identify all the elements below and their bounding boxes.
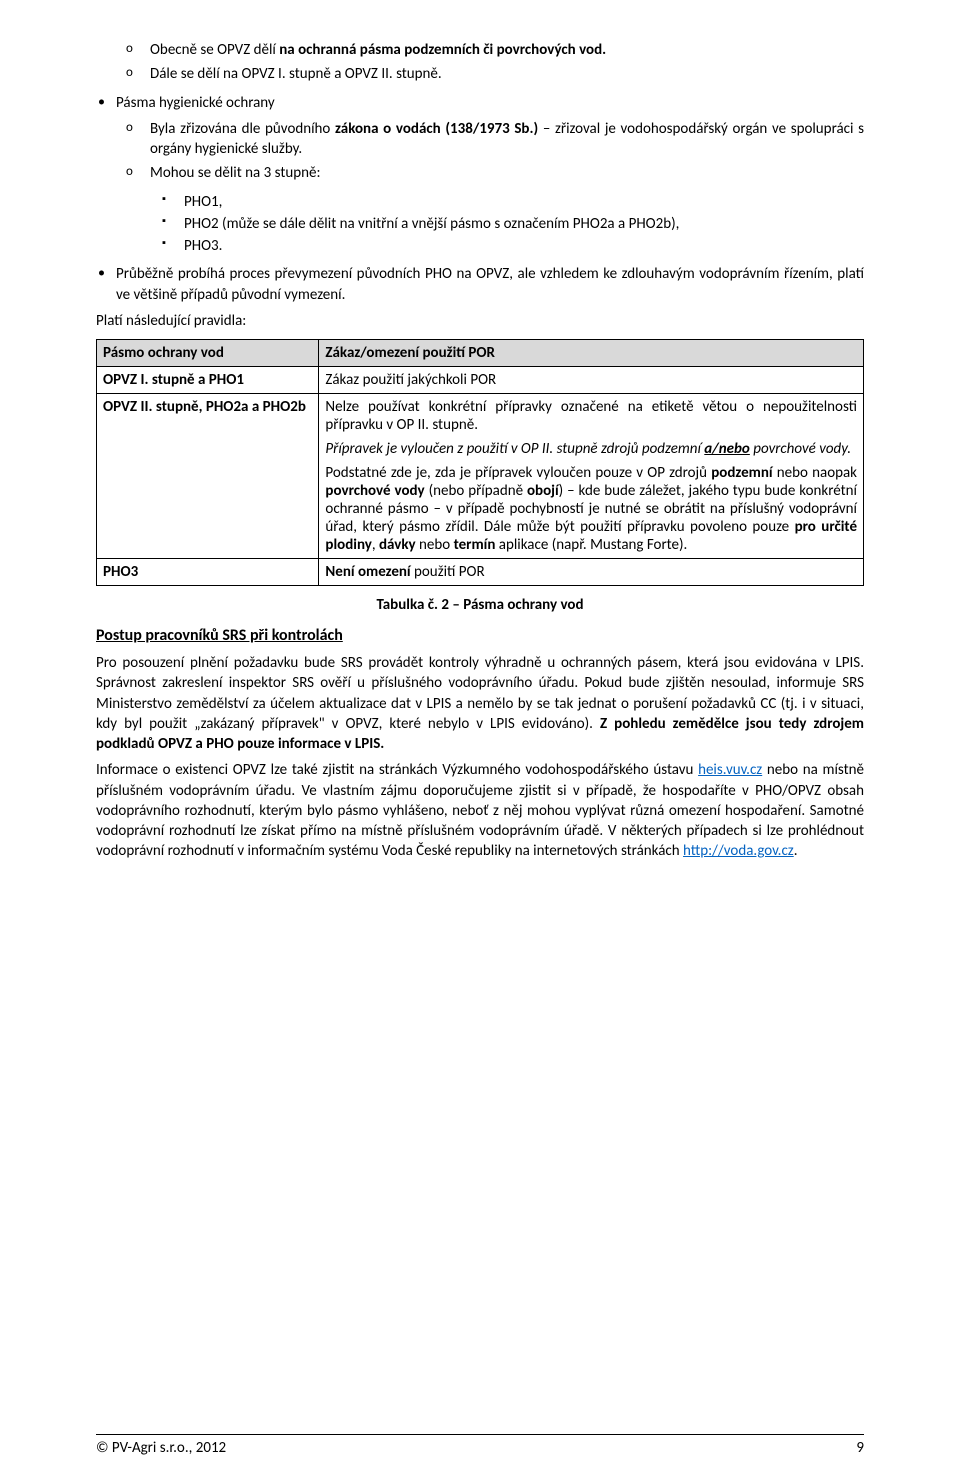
pasma-after: Průběžně probíhá proces převymezení půvo… — [96, 264, 864, 305]
intro-o2: Dále se dělí na OPVZ I. stupně a OPVZ II… — [96, 64, 864, 84]
pasma-o1: Byla zřizována dle původního zákona o vo… — [96, 119, 864, 160]
body-para-1: Informace o existenci OPVZ lze také zjis… — [96, 760, 864, 861]
rules-table: Pásmo ochrany vod Zákaz/omezení použití … — [96, 339, 864, 586]
intro-open-bullets: Obecně se OPVZ dělí na ochranná pásma po… — [96, 40, 864, 85]
table-caption: Tabulka č. 2 – Pásma ochrany vod — [96, 596, 864, 614]
pasma-after-bullet: Průběžně probíhá proces převymezení půvo… — [96, 264, 864, 305]
table-body: OPVZ I. stupně a PHO1 Zákaz použití jaký… — [97, 367, 864, 586]
intro-o1: Obecně se OPVZ dělí na ochranná pásma po… — [96, 40, 864, 60]
sq2: PHO2 (může se dále dělit na vnitřní a vn… — [96, 214, 864, 234]
rules-intro: Platí následující pravidla: — [96, 311, 864, 331]
pasma-square-bullets: PHO1, PHO2 (může se dále dělit na vnitřn… — [96, 192, 864, 257]
pasma-heading-bullet: Pásma hygienické ochrany — [96, 93, 864, 113]
sq1: PHO1, — [96, 192, 864, 212]
cell-left-1: OPVZ II. stupně, PHO2a a PHO2b — [97, 394, 319, 559]
pasma-heading: Pásma hygienické ochrany — [96, 93, 864, 113]
table-row: OPVZ I. stupně a PHO1 Zákaz použití jaký… — [97, 367, 864, 394]
cell-right-2: Není omezení použití POR — [319, 559, 864, 586]
table-header-row: Pásmo ochrany vod Zákaz/omezení použití … — [97, 340, 864, 367]
link-heis[interactable]: heis.vuv.cz — [698, 761, 762, 779]
footer-right: 9 — [856, 1439, 864, 1457]
cell-right-0: Zákaz použití jakýchkoli POR — [319, 367, 864, 394]
sq3: PHO3. — [96, 236, 864, 256]
pasma-open-bullets: Byla zřizována dle původního zákona o vo… — [96, 119, 864, 184]
cell-left-0: OPVZ I. stupně a PHO1 — [97, 367, 319, 394]
col-header-left: Pásmo ochrany vod — [97, 340, 319, 367]
section-title: Postup pracovníků SRS při kontrolách — [96, 626, 864, 645]
cell-left-2: PHO3 — [97, 559, 319, 586]
table-row: OPVZ II. stupně, PHO2a a PHO2b Nelze pou… — [97, 394, 864, 559]
cell-right-1: Nelze používat konkrétní přípravky označ… — [319, 394, 864, 559]
col-header-right: Zákaz/omezení použití POR — [319, 340, 864, 367]
table-row: PHO3 Není omezení použití POR — [97, 559, 864, 586]
body-para-0: Pro posouzení plnění požadavku bude SRS … — [96, 653, 864, 754]
page-footer: © PV-Agri s.r.o., 2012 9 — [96, 1434, 864, 1457]
link-voda[interactable]: http://voda.gov.cz — [683, 842, 794, 860]
footer-left: © PV-Agri s.r.o., 2012 — [96, 1439, 226, 1457]
pasma-o2: Mohou se dělit na 3 stupně: — [96, 163, 864, 183]
